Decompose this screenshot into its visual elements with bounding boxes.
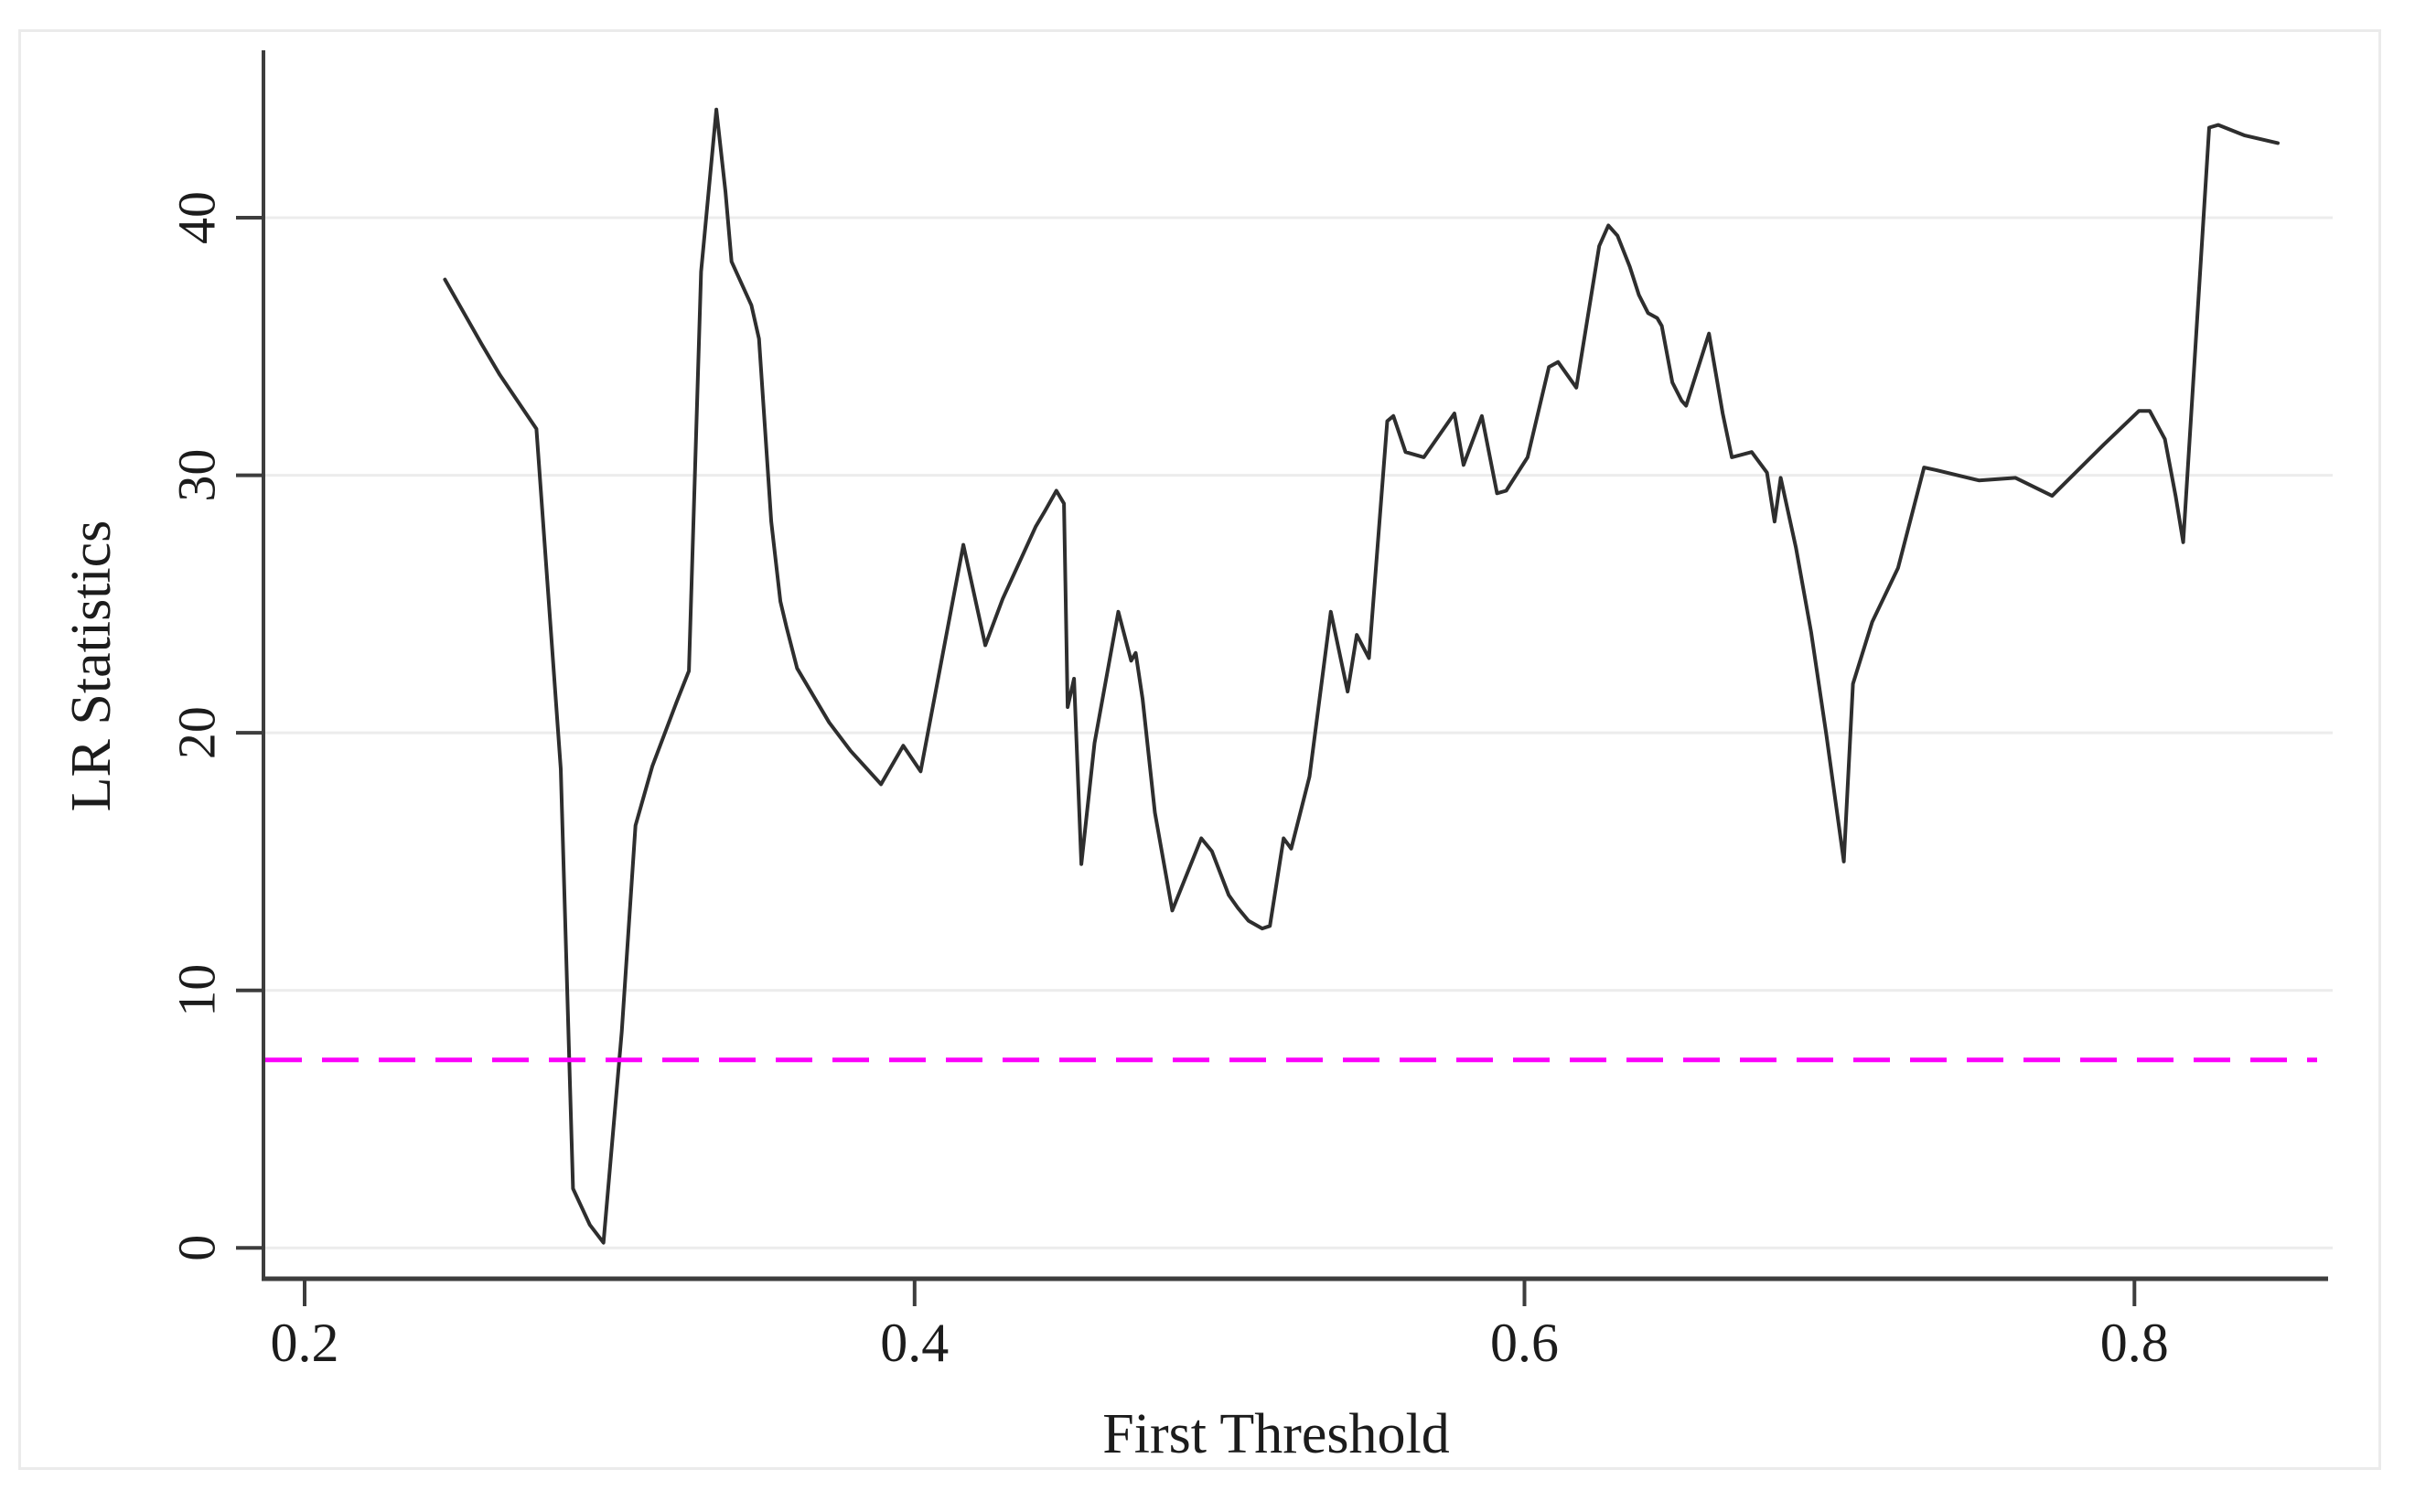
figure-border [18, 29, 2381, 1470]
x-tick-label: 0.6 [1490, 1313, 1559, 1373]
lr-statistics-curve [443, 107, 2280, 1245]
y-tick-label: 40 [167, 191, 227, 244]
x-axis-title: First Threshold [1102, 1403, 1449, 1465]
x-tick-label: 0.8 [2100, 1313, 2169, 1373]
y-tick-label: 0 [167, 1235, 227, 1261]
y-tick-label: 30 [167, 449, 227, 502]
y-tick-label: 10 [167, 964, 227, 1017]
y-tick-label: 20 [167, 706, 227, 759]
x-tick-label: 0.2 [271, 1313, 339, 1373]
x-tick-label: 0.4 [880, 1313, 949, 1373]
y-axis-title: LR Statistics [60, 520, 123, 812]
